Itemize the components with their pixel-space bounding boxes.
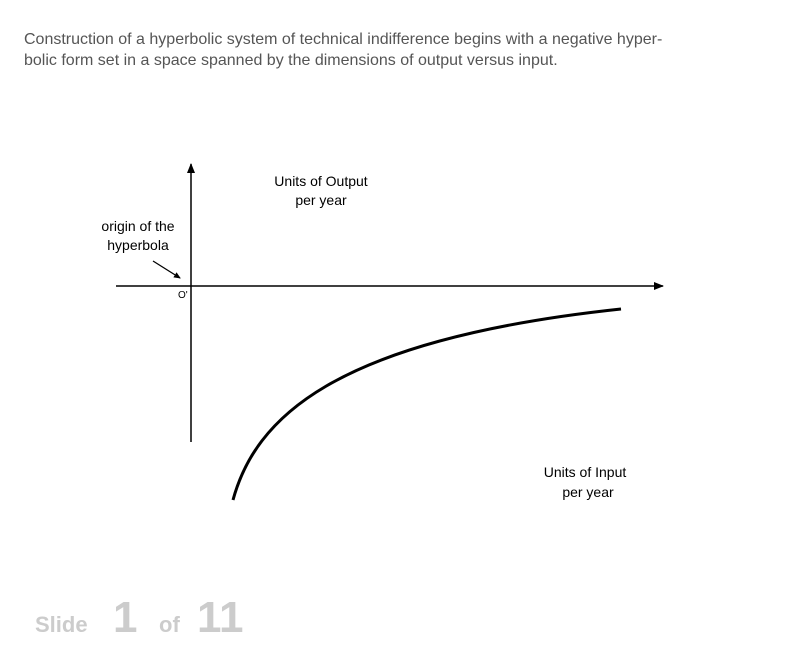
slide-word: Slide [35, 612, 88, 637]
y-axis-label: per year [295, 192, 347, 208]
slide-total: 11 [197, 593, 244, 642]
slide-current: 1 [113, 593, 137, 642]
x-axis-label: per year [562, 484, 614, 500]
origin-mark: O' [178, 290, 188, 301]
hyperbola-curve [231, 307, 622, 501]
origin-arrow [152, 260, 181, 279]
x-axis-label: Units of Input [544, 464, 627, 480]
description-line: bolic form set in a space spanned by the… [24, 52, 558, 69]
y-axis-label: Units of Output [274, 173, 367, 189]
origin-note: hyperbola [107, 237, 169, 253]
description-line: Construction of a hyperbolic system of t… [24, 31, 662, 48]
origin-note: origin of the [101, 218, 174, 234]
of-word: of [159, 612, 180, 637]
